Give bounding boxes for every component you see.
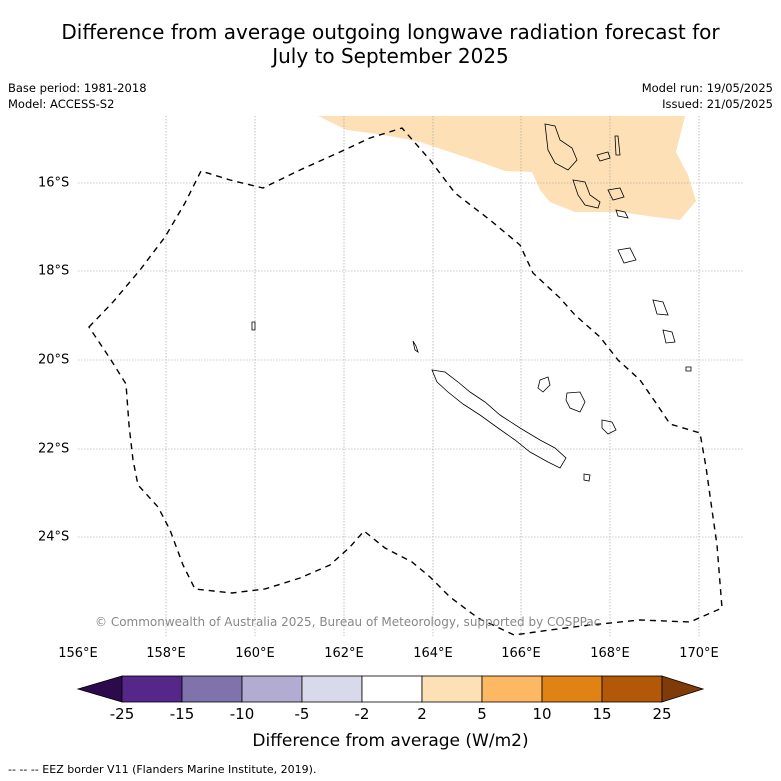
colorbar bbox=[76, 675, 705, 703]
lat-label: 18°S bbox=[38, 263, 70, 279]
colorbar-tick: 5 bbox=[477, 705, 487, 723]
lon-label: 162°E bbox=[324, 646, 364, 661]
colorbar-segment bbox=[181, 675, 243, 703]
lon-label: 170°E bbox=[679, 646, 719, 661]
chesterfield-islet bbox=[251, 321, 256, 331]
colorbar-tick: 2 bbox=[417, 705, 427, 723]
vanuatu-ambae bbox=[596, 151, 611, 162]
anomaly-region bbox=[318, 116, 696, 220]
vanuatu-malakula bbox=[572, 179, 601, 209]
lat-label: 20°S bbox=[38, 352, 70, 368]
colorbar-tick: -15 bbox=[169, 705, 195, 723]
model-name: Model: ACCESS-S2 bbox=[8, 97, 115, 111]
lon-label: 164°E bbox=[413, 646, 453, 661]
chart-title: Difference from average outgoing longwav… bbox=[0, 20, 781, 68]
colorbar-segment bbox=[361, 675, 423, 703]
model-run: Model run: 19/05/2025 bbox=[641, 81, 773, 95]
colorbar-segment bbox=[421, 675, 483, 703]
issued-date: Issued: 21/05/2025 bbox=[662, 97, 773, 111]
colorbar-segment bbox=[481, 675, 543, 703]
colorbar-segment bbox=[601, 675, 663, 703]
island-belep bbox=[412, 340, 419, 353]
lon-label: 166°E bbox=[501, 646, 541, 661]
lon-label: 156°E bbox=[58, 646, 98, 661]
vanuatu-aneityum bbox=[662, 329, 676, 344]
lon-label: 160°E bbox=[235, 646, 275, 661]
meta-left: Base period: 1981-2018 Model: ACCESS-S2 bbox=[8, 80, 147, 112]
island-lifou bbox=[565, 391, 586, 413]
vanuatu-erromango bbox=[617, 247, 637, 264]
colorbar-tick: -25 bbox=[109, 705, 135, 723]
lat-label: 24°S bbox=[38, 529, 70, 545]
vanuatu-epi bbox=[615, 209, 629, 219]
colorbar-segment bbox=[121, 675, 183, 703]
graticule bbox=[78, 116, 743, 636]
eez-border bbox=[88, 127, 723, 636]
colorbar-tick: 15 bbox=[592, 705, 612, 723]
new-caledonia-main bbox=[431, 369, 567, 469]
meta-right: Model run: 19/05/2025 Issued: 21/05/2025 bbox=[642, 80, 773, 112]
colorbar-tick: -2 bbox=[354, 705, 370, 723]
colorbar-tick: -10 bbox=[229, 705, 255, 723]
colorbar-extend-high bbox=[661, 675, 705, 703]
vanuatu-tanna bbox=[652, 299, 669, 316]
colorbar-tick: 25 bbox=[652, 705, 672, 723]
title-line-2: July to September 2025 bbox=[272, 44, 509, 68]
colorbar-segment bbox=[301, 675, 363, 703]
title-line-1: Difference from average outgoing longwav… bbox=[61, 20, 720, 44]
vanuatu-efate bbox=[607, 187, 625, 201]
island-mare bbox=[601, 419, 617, 435]
coastlines bbox=[251, 123, 692, 482]
colorbar-tick: -5 bbox=[294, 705, 310, 723]
islet-hunter bbox=[685, 366, 692, 372]
lat-label: 16°S bbox=[38, 175, 70, 191]
colorbar-segment bbox=[241, 675, 303, 703]
vanuatu-espiritu bbox=[544, 123, 578, 171]
colorbar-tick: 10 bbox=[532, 705, 552, 723]
lon-label: 168°E bbox=[590, 646, 630, 661]
lat-label: 22°S bbox=[38, 441, 70, 457]
footnote: -- -- -- EEZ border V11 (Flanders Marine… bbox=[8, 763, 317, 776]
island-ouvea bbox=[537, 376, 551, 393]
base-period: Base period: 1981-2018 bbox=[8, 81, 147, 95]
colorbar-label: Difference from average (W/m2) bbox=[252, 731, 529, 751]
copyright-text: © Commonwealth of Australia 2025, Bureau… bbox=[95, 615, 600, 629]
colorbar-segment bbox=[541, 675, 603, 703]
lon-label: 158°E bbox=[146, 646, 186, 661]
island-pines bbox=[583, 473, 591, 482]
vanuatu-pentecost bbox=[614, 135, 621, 156]
colorbar-extend-low bbox=[76, 675, 123, 703]
